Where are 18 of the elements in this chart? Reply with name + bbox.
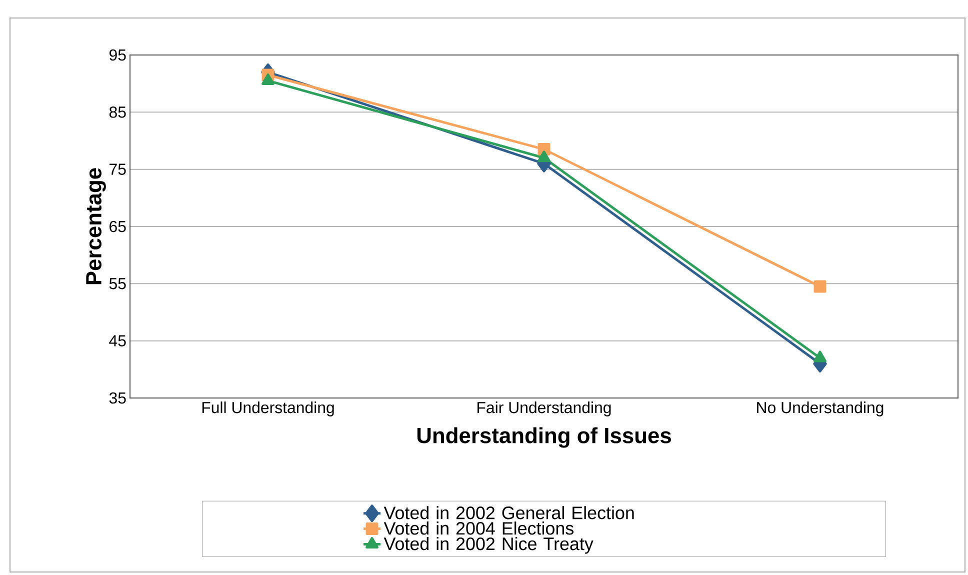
- y-tick-label: 45: [109, 335, 126, 346]
- x-tick-label: Full Understanding: [202, 402, 334, 416]
- y-tick-label: 75: [110, 164, 126, 175]
- y-tick-label: 95: [110, 49, 126, 61]
- point: [814, 350, 826, 362]
- x-tick-label: No Understanding: [757, 402, 884, 416]
- point: [814, 280, 826, 293]
- y-tick-label: 35: [109, 392, 126, 404]
- legend-label: Voted in 2002 General Election: [384, 506, 634, 520]
- y-tick-label: 65: [110, 220, 126, 232]
- y-tick-label: 85: [109, 106, 126, 118]
- legend-label: Voted in 2004 Elections: [384, 522, 574, 535]
- y-axis-title: Percentage: [86, 168, 106, 284]
- x-axis-title: Understanding of Issues: [417, 427, 671, 448]
- y-tick-label: 55: [109, 278, 126, 290]
- x-tick-label: Fair Understanding: [478, 402, 611, 416]
- point: [538, 150, 550, 162]
- legend-label: Voted in 2002 Nice Treaty: [384, 537, 594, 554]
